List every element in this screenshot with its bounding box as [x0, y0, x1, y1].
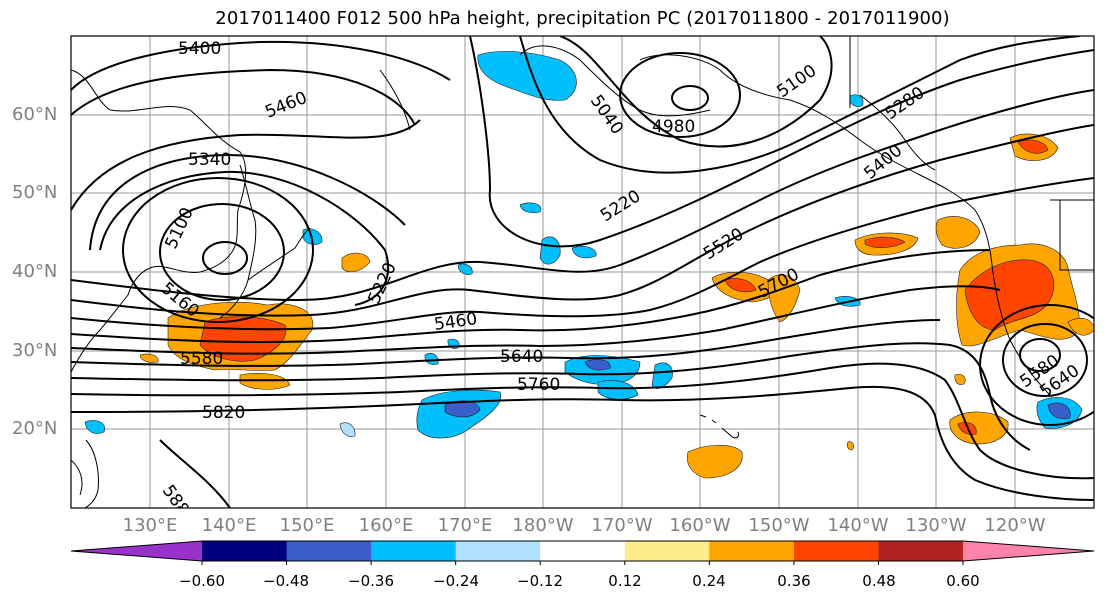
contour-label: 5820 — [202, 403, 245, 423]
lat-label: 40°N — [12, 261, 58, 282]
coastlines — [71, 36, 1094, 508]
map-title: 2017011400 F012 500 hPa height, precipit… — [215, 8, 950, 29]
lon-label: 120°W — [984, 515, 1046, 536]
colorbar-tick-label: −0.48 — [263, 572, 309, 590]
colorbar-tick-label: 0.48 — [862, 572, 896, 590]
colorbar-segment — [793, 541, 879, 561]
colorbar-segment — [624, 541, 710, 561]
colorbar-segment — [878, 541, 964, 561]
height-contours — [71, 36, 1094, 508]
lat-label: 30°N — [12, 340, 58, 361]
contour-label: 5760 — [517, 375, 560, 395]
lon-label: 170°E — [437, 515, 493, 536]
colorbar-tick-label: 0.60 — [946, 572, 980, 590]
lon-label: 170°W — [591, 515, 653, 536]
contour-label: 5640 — [500, 347, 543, 367]
lon-label: 150°W — [748, 515, 810, 536]
colorbar-tick-label: −0.12 — [517, 572, 563, 590]
colorbar — [70, 540, 1095, 565]
lon-label: 160°W — [669, 515, 731, 536]
colorbar-segment — [540, 541, 626, 561]
map-frame — [70, 35, 1095, 509]
lon-label: 150°E — [279, 515, 335, 536]
colorbar-segment — [286, 541, 372, 561]
colorbar-segment — [455, 541, 541, 561]
lon-label: 180°W — [512, 515, 574, 536]
contour-label: 5580 — [180, 349, 223, 369]
colorbar-tick-label: −0.36 — [348, 572, 394, 590]
contour-label: 5400 — [178, 39, 221, 59]
colorbar-tick-label: 0.36 — [777, 572, 811, 590]
contour-label: 5340 — [188, 150, 231, 170]
lon-label: 140°W — [827, 515, 889, 536]
colorbar-segment — [202, 541, 288, 561]
lon-label: 160°E — [358, 515, 414, 536]
colorbar-tick-label: 0.24 — [692, 572, 726, 590]
gridlines — [71, 36, 1094, 508]
colorbar-tick-label: 0.12 — [608, 572, 642, 590]
contour-label: 4980 — [652, 117, 695, 137]
colorbar-segment — [371, 541, 457, 561]
colorbar-segment — [709, 541, 795, 561]
colorbar-segment — [71, 541, 202, 561]
lat-label: 50°N — [12, 182, 58, 203]
colorbar-tick-label: −0.60 — [179, 572, 225, 590]
colorbar-tick-label: −0.24 — [433, 572, 479, 590]
lat-label: 20°N — [12, 418, 58, 439]
colorbar-segment — [963, 541, 1094, 561]
lon-label: 130°E — [122, 515, 178, 536]
lon-label: 130°W — [905, 515, 967, 536]
lat-label: 60°N — [12, 104, 58, 125]
lon-label: 140°E — [201, 515, 257, 536]
